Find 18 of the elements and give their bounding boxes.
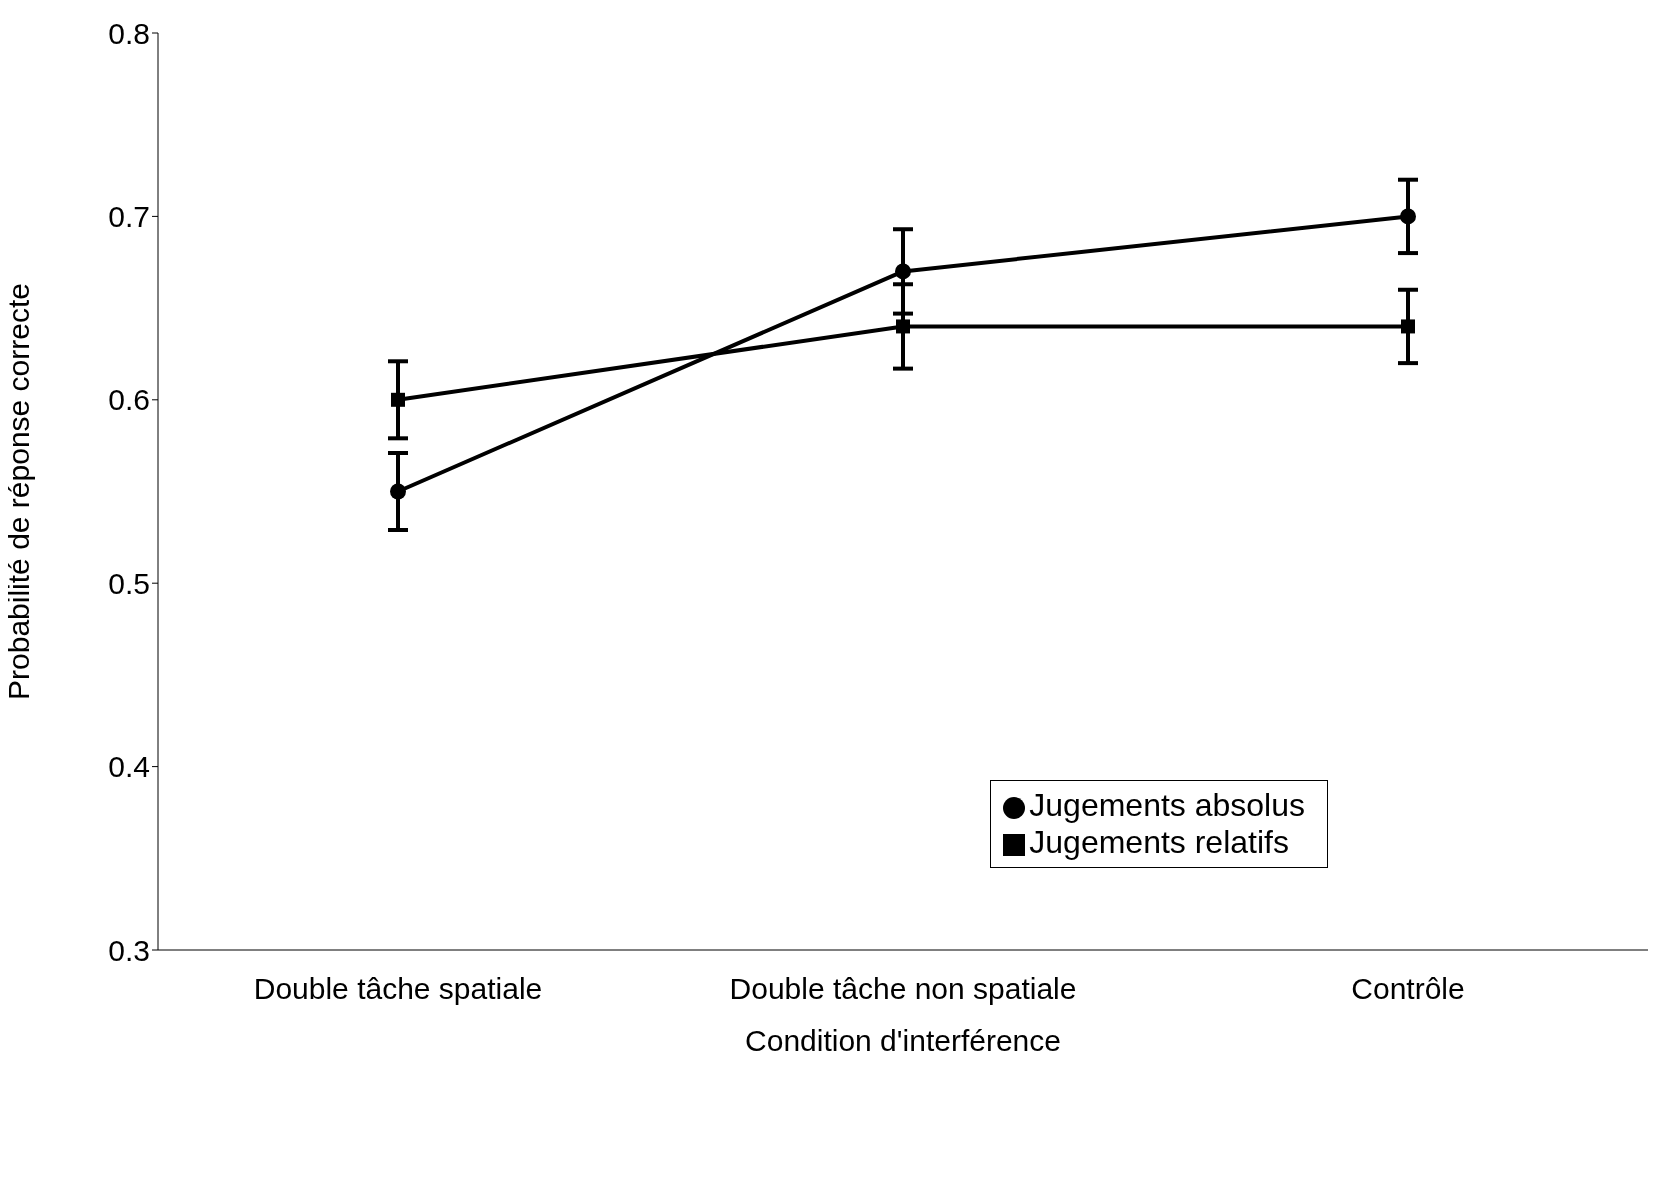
legend-label: Jugements absolus xyxy=(1029,787,1305,823)
point xyxy=(896,319,910,334)
point xyxy=(895,263,911,280)
y-tick-label: 0.4 xyxy=(108,750,150,784)
y-tick-label: 0.6 xyxy=(108,383,150,417)
legend-label: Jugements relatifs xyxy=(1029,824,1289,860)
y-tick-label: 0.5 xyxy=(108,566,150,600)
x-tick-label: Double tâche non spatiale xyxy=(729,972,1077,1006)
point xyxy=(391,392,405,407)
x-tick-label: Double tâche spatiale xyxy=(253,972,543,1006)
x-axis-title: Condition d'interférence xyxy=(745,1024,1061,1058)
y-tick-label: 0.8 xyxy=(108,16,150,50)
point xyxy=(1400,208,1416,225)
point xyxy=(390,483,406,500)
point xyxy=(1401,319,1415,334)
y-tick-label: 0.7 xyxy=(108,200,150,234)
y-tick-label: 0.3 xyxy=(108,933,150,967)
x-tick-label: Contrôle xyxy=(1351,972,1465,1006)
